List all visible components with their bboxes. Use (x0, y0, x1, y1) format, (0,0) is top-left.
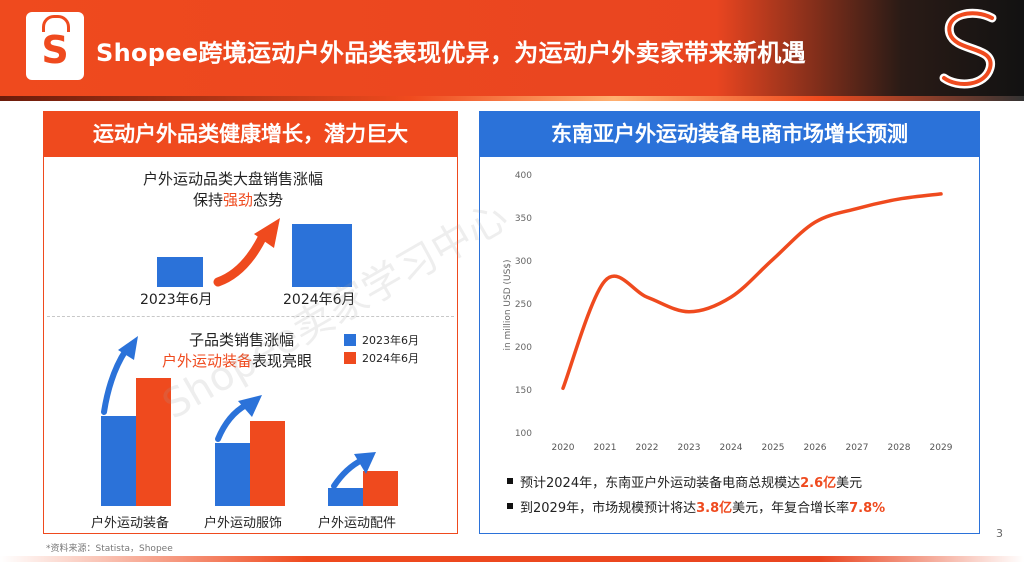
line2-suffix: 态势 (253, 191, 284, 209)
bar-2024-2 (363, 471, 398, 506)
bullet-text-1: 预计2024年，东南亚户外运动装备电商总规模达2.6亿美元 (520, 472, 862, 491)
shopee-swoosh-icon (939, 8, 997, 89)
bar-2023-0 (101, 416, 136, 506)
bullet1-prefix: 预计2024年，东南亚户外运动装备电商总规模达 (520, 476, 801, 491)
line2-highlight-sub: 户外运动装备 (162, 352, 253, 370)
logo-letter: S (41, 28, 69, 72)
x-tick-label: 2027 (846, 443, 869, 453)
left-panel: 运动户外品类健康增长，潜力巨大 (43, 111, 458, 534)
bullet2-highlight2: 7.8% (849, 501, 886, 516)
line2-prefix: 保持 (193, 191, 224, 209)
group-label-0: 户外运动装备 (91, 516, 170, 531)
bullet-icon (507, 503, 513, 509)
slide-header: S Shopee跨境运动户外品类表现优异，为运动户外卖家带来新机遇 (0, 0, 1024, 100)
x-tick-label: 2022 (636, 443, 659, 453)
y-tick-label: 100 (515, 429, 532, 439)
group-label-1: 户外运动服饰 (204, 516, 283, 531)
series-line-0 (561, 192, 943, 391)
bar-2024-1 (250, 421, 285, 506)
line2-suffix-sub: 表现亮眼 (252, 352, 313, 370)
group-label-2: 户外运动配件 (318, 516, 397, 531)
shopee-bag-icon: S (26, 12, 84, 80)
growth-arrow-icon (213, 218, 280, 287)
page-number: 3 (996, 527, 1003, 540)
x-tick-label: 2024 (720, 443, 743, 453)
line2-highlight: 强劲 (223, 191, 254, 209)
source-note: *资料来源：Statista，Shopee (46, 544, 173, 554)
legend-swatch-2024 (344, 352, 356, 364)
bag-handle-icon (42, 15, 70, 32)
overall-bar-2024 (292, 224, 352, 287)
right-panel: 东南亚户外运动装备电商市场增长预测 (479, 111, 980, 534)
right-panel-title: 东南亚户外运动装备电商市场增长预测 (480, 112, 979, 157)
y-tick-label: 250 (515, 300, 532, 310)
page-title: Shopee跨境运动户外品类表现优异，为运动户外卖家带来新机遇 (96, 39, 806, 67)
bar-2024-0 (136, 378, 171, 506)
footer-stripe (0, 556, 1024, 562)
x-tick-label: 2028 (888, 443, 911, 453)
header-stripe (0, 96, 1024, 101)
x-tick-label: 2026 (804, 443, 827, 453)
overall-bar-label-2024: 2024年6月 (283, 292, 356, 308)
overall-growth-line1: 户外运动品类大盘销售涨幅 (143, 170, 324, 188)
bullet1-suffix: 美元 (836, 476, 863, 491)
growth-arrow-icon (101, 336, 138, 415)
bullet2-prefix: 到2029年，市场规模预计将达 (520, 501, 697, 516)
x-tick-label: 2023 (678, 443, 701, 453)
bullet2-highlight: 3.8亿 (696, 501, 733, 516)
overall-bar-label-2023: 2023年6月 (140, 292, 213, 308)
x-tick-label: 2025 (762, 443, 785, 453)
legend-label-2023: 2023年6月 (362, 334, 419, 347)
bullet-icon (507, 478, 513, 484)
y-tick-label: 150 (515, 386, 532, 396)
y-tick-label: 300 (515, 257, 532, 267)
bullet-text-2: 到2029年，市场规模预计将达3.8亿美元，年复合增长率7.8% (520, 497, 885, 516)
y-tick-label: 400 (515, 171, 532, 181)
bullet1-highlight: 2.6亿 (800, 476, 837, 491)
subcategory-line1: 子品类销售涨幅 (189, 331, 295, 349)
y-axis-label: in million USD (US$) (503, 259, 513, 350)
subcategory-line2: 户外运动装备表现亮眼 (162, 350, 312, 371)
overall-growth-line2: 保持强劲态势 (193, 189, 283, 210)
growth-arrow-icon (331, 452, 376, 489)
x-tick-label: 2020 (552, 443, 575, 453)
growth-arrow-icon (215, 395, 262, 442)
y-tick-label: 200 (515, 343, 532, 353)
legend-label-2024: 2024年6月 (362, 352, 419, 365)
overall-bar-2023 (157, 257, 203, 287)
bullet2-suffix: 美元，年复合增长率 (732, 501, 850, 516)
bar-2023-2 (328, 488, 363, 506)
bar-2023-1 (215, 443, 250, 506)
x-tick-label: 2029 (930, 443, 953, 453)
left-panel-title: 运动户外品类健康增长，潜力巨大 (44, 112, 457, 157)
section-divider (47, 316, 454, 317)
y-tick-label: 350 (515, 214, 532, 224)
x-tick-label: 2021 (594, 443, 617, 453)
legend-swatch-2023 (344, 334, 356, 346)
